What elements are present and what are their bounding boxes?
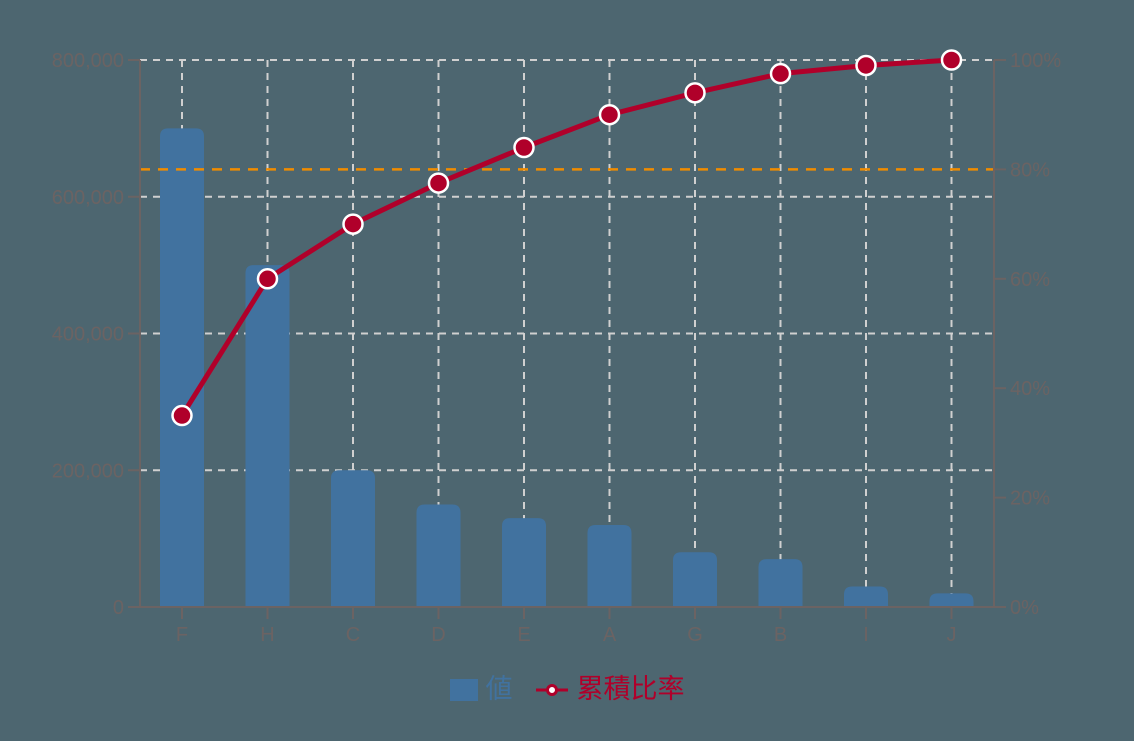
bar-E <box>502 518 546 607</box>
line-marker-G <box>684 82 706 104</box>
left-tick-label: 600,000 <box>52 187 124 209</box>
line-marker-J <box>940 49 963 71</box>
right-tick-label: 20% <box>1010 488 1050 510</box>
bar-C <box>331 470 375 607</box>
right-tick-label: 100% <box>1010 50 1061 72</box>
cumulative-line-series <box>171 49 963 427</box>
x-tick-label-A: A <box>603 624 617 646</box>
left-tick-label: 200,000 <box>52 460 124 482</box>
legend-label-value: 値 <box>485 674 513 705</box>
bar-B <box>758 559 803 607</box>
bar-swatch-icon <box>449 679 478 701</box>
legend: 値 累積比率 <box>0 668 1134 712</box>
line-marker-F <box>171 404 193 427</box>
bar-series <box>160 128 974 607</box>
x-tick-label-E: E <box>517 624 530 646</box>
line-marker-B <box>769 62 792 85</box>
bar-A <box>587 524 632 607</box>
legend-label-cumulative-ratio: 累積比率 <box>576 674 685 705</box>
bar-G <box>673 552 717 607</box>
x-tick-label-J: J <box>947 624 957 646</box>
x-tick-label-H: H <box>260 624 274 646</box>
line-marker-D <box>427 172 450 194</box>
left-tick-label: 0 <box>113 597 124 619</box>
grid-lines <box>140 59 994 607</box>
cumulative-line <box>179 57 952 417</box>
line-marker-E <box>513 136 535 159</box>
bar-F <box>160 128 204 607</box>
legend-item-cumulative-ratio[interactable]: 累積比率 <box>535 675 685 705</box>
bar-J <box>929 593 974 607</box>
line-marker-A <box>598 103 621 126</box>
left-tick-label: 800,000 <box>52 50 124 72</box>
left-tick-label: 400,000 <box>52 324 124 346</box>
bar-I <box>844 586 888 607</box>
x-tick-label-D: D <box>431 624 445 646</box>
line-marker-C <box>342 213 364 235</box>
right-tick-label: 40% <box>1010 378 1050 400</box>
bar-D <box>416 504 461 607</box>
bar-H <box>245 265 290 607</box>
right-tick-label: 80% <box>1010 159 1050 181</box>
legend-item-value[interactable]: 値 <box>449 674 513 705</box>
line-marker-I <box>855 54 877 77</box>
x-tick-label-B: B <box>774 624 787 646</box>
line-marker-icon <box>535 684 568 696</box>
x-tick-label-I: I <box>863 624 869 646</box>
x-tick-label-C: C <box>346 624 360 646</box>
right-tick-label: 0% <box>1010 597 1039 619</box>
line-marker-H <box>256 268 279 290</box>
x-tick-label-G: G <box>687 624 703 646</box>
x-tick-label-F: F <box>176 624 188 646</box>
axes: 0 200,000 400,000 600,000 800,000 0% 20% 40% 60%… <box>52 50 1062 646</box>
right-tick-label: 60% <box>1010 269 1050 291</box>
